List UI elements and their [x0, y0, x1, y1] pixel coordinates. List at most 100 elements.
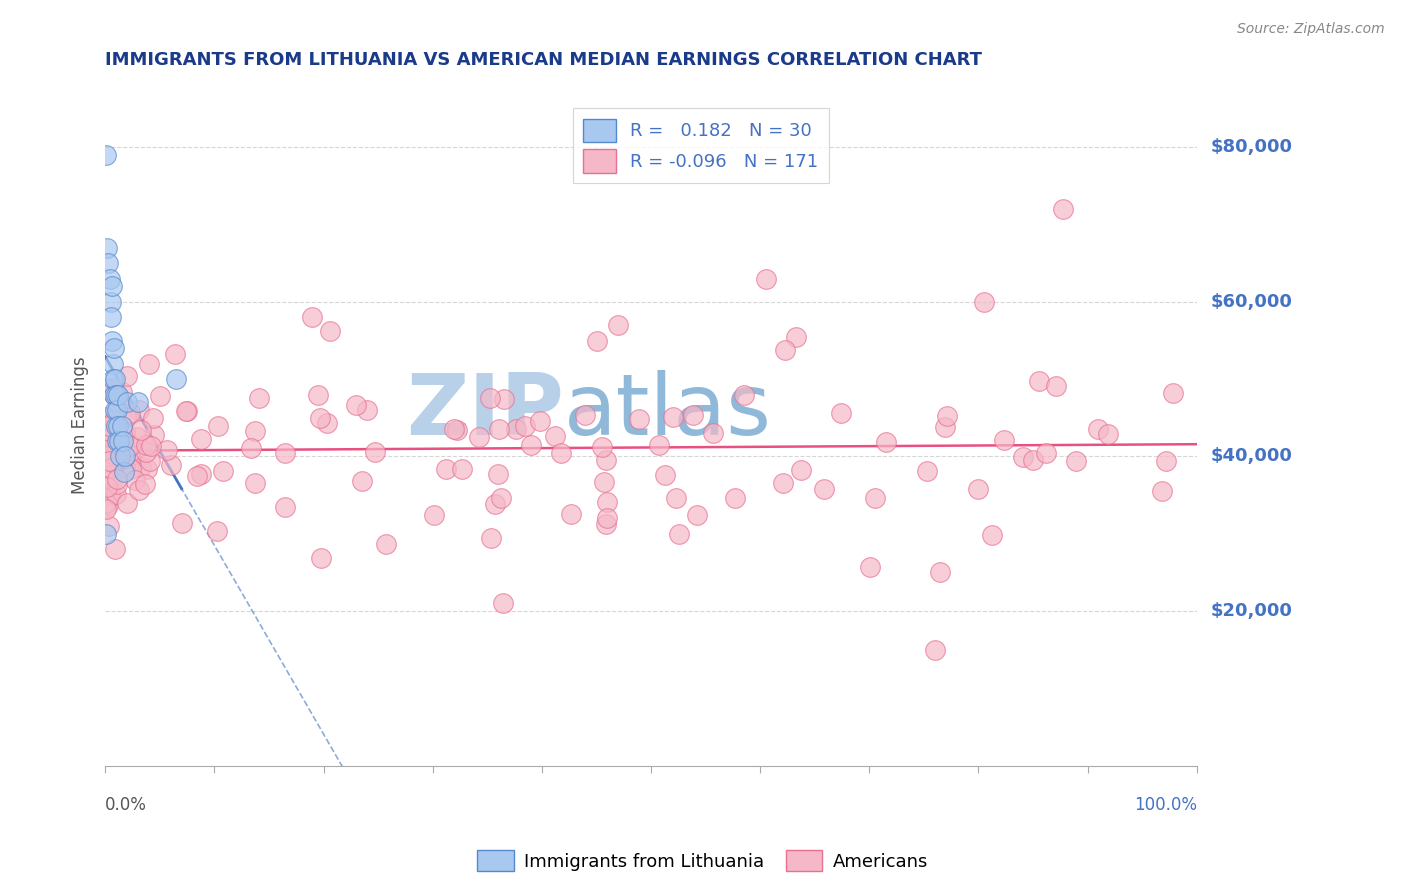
Point — [247, 391, 270, 405]
Point — [723, 491, 745, 505]
Point — [103, 341, 125, 355]
Point — [980, 527, 1002, 541]
Point — [98, 484, 121, 499]
Point — [135, 438, 157, 452]
Point — [97, 499, 120, 513]
Point — [934, 420, 956, 434]
Point — [105, 472, 128, 486]
Point — [628, 412, 651, 426]
Point — [973, 294, 995, 309]
Point — [664, 491, 686, 506]
Y-axis label: Median Earnings: Median Earnings — [72, 357, 89, 494]
Point — [491, 491, 513, 506]
Point — [100, 473, 122, 487]
Point — [98, 488, 121, 502]
Point — [107, 429, 129, 443]
Point — [98, 271, 121, 285]
Point — [96, 526, 118, 541]
Point — [205, 524, 228, 538]
Point — [596, 495, 619, 509]
Point — [104, 450, 127, 465]
Point — [134, 477, 156, 491]
Point — [96, 410, 118, 425]
Point — [120, 449, 142, 463]
Point — [97, 449, 120, 463]
Point — [98, 419, 121, 434]
Point — [101, 372, 124, 386]
Point — [96, 443, 118, 458]
Point — [186, 469, 208, 483]
Point — [190, 467, 212, 481]
Point — [1022, 453, 1045, 467]
Point — [138, 357, 160, 371]
Point — [100, 310, 122, 325]
Point — [929, 565, 952, 579]
Point — [967, 483, 990, 497]
Point — [1064, 454, 1087, 468]
Point — [647, 437, 669, 451]
Point — [96, 480, 118, 494]
Point — [451, 462, 474, 476]
Point — [301, 310, 323, 325]
Point — [100, 435, 122, 450]
Point — [159, 458, 181, 472]
Point — [273, 500, 295, 515]
Point — [309, 410, 332, 425]
Point — [120, 444, 142, 458]
Point — [100, 294, 122, 309]
Point — [112, 450, 135, 465]
Point — [96, 496, 118, 510]
Point — [245, 475, 267, 490]
Point — [364, 445, 387, 459]
Point — [128, 403, 150, 417]
Point — [484, 497, 506, 511]
Point — [813, 483, 835, 497]
Point — [356, 403, 378, 417]
Point — [105, 403, 128, 417]
Point — [316, 416, 339, 430]
Point — [96, 438, 118, 452]
Point — [1035, 446, 1057, 460]
Text: $60,000: $60,000 — [1211, 293, 1292, 311]
Point — [120, 462, 142, 476]
Point — [560, 508, 582, 522]
Point — [443, 422, 465, 436]
Point — [107, 428, 129, 442]
Point — [591, 440, 613, 454]
Point — [124, 473, 146, 487]
Point — [115, 368, 138, 383]
Text: Source: ZipAtlas.com: Source: ZipAtlas.com — [1237, 22, 1385, 37]
Text: $80,000: $80,000 — [1211, 138, 1292, 156]
Point — [668, 527, 690, 541]
Point — [702, 425, 724, 440]
Point — [110, 418, 132, 433]
Point — [100, 382, 122, 396]
Point — [515, 418, 537, 433]
Point — [1045, 378, 1067, 392]
Point — [136, 462, 159, 476]
Point — [1052, 202, 1074, 217]
Point — [586, 334, 609, 348]
Point — [773, 343, 796, 357]
Point — [120, 439, 142, 453]
Point — [468, 430, 491, 444]
Point — [97, 454, 120, 468]
Point — [101, 357, 124, 371]
Point — [529, 414, 551, 428]
Point — [478, 391, 501, 405]
Point — [156, 442, 179, 457]
Point — [107, 387, 129, 401]
Point — [1150, 483, 1173, 498]
Point — [96, 382, 118, 396]
Text: $20,000: $20,000 — [1211, 602, 1292, 620]
Point — [110, 438, 132, 452]
Point — [112, 465, 135, 479]
Point — [446, 424, 468, 438]
Point — [111, 434, 134, 448]
Point — [936, 409, 959, 424]
Point — [125, 430, 148, 444]
Point — [346, 398, 368, 412]
Point — [105, 387, 128, 401]
Point — [595, 511, 617, 525]
Point — [129, 424, 152, 438]
